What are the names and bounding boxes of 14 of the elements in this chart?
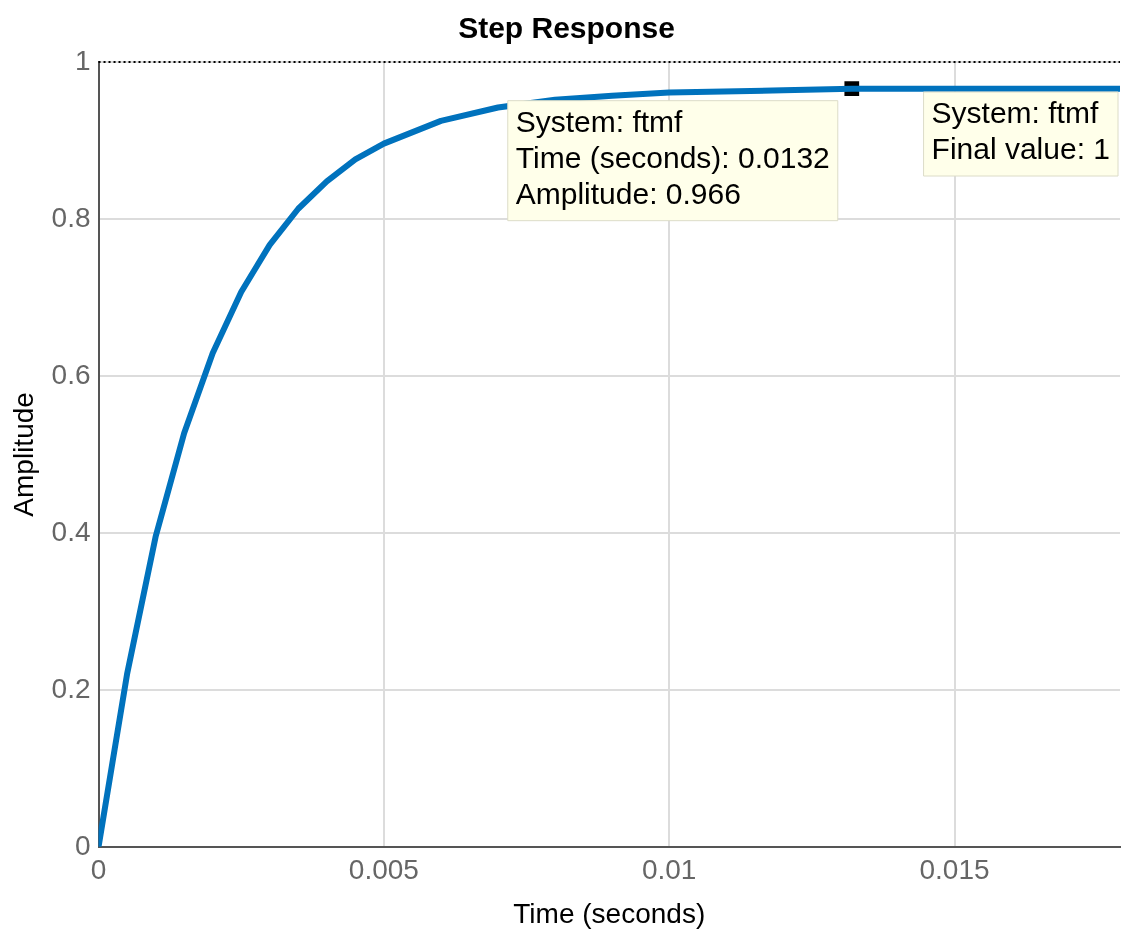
y-tick-label: 0 xyxy=(74,829,91,861)
y-tick-label: 0.6 xyxy=(51,358,91,390)
annotation: System: ftmf Final value: 1 xyxy=(931,96,1110,166)
annotation: System: ftmf Time (seconds): 0.0132 Amplitude: 0.966 xyxy=(515,104,830,210)
x-axis-title: Time (seconds) xyxy=(513,897,706,929)
y-tick-label: 0.2 xyxy=(51,672,91,704)
chart-title: Step Response xyxy=(458,11,675,45)
y-tick-label: 0.4 xyxy=(51,515,91,547)
x-tick-label: 0.015 xyxy=(919,854,990,886)
x-tick-label: 0.005 xyxy=(348,854,419,886)
y-tick-label: 0.8 xyxy=(51,201,91,233)
y-axis-title: Amplitude xyxy=(7,392,39,517)
x-tick-label: 0.01 xyxy=(641,854,697,886)
y-tick-label: 1 xyxy=(74,44,91,76)
